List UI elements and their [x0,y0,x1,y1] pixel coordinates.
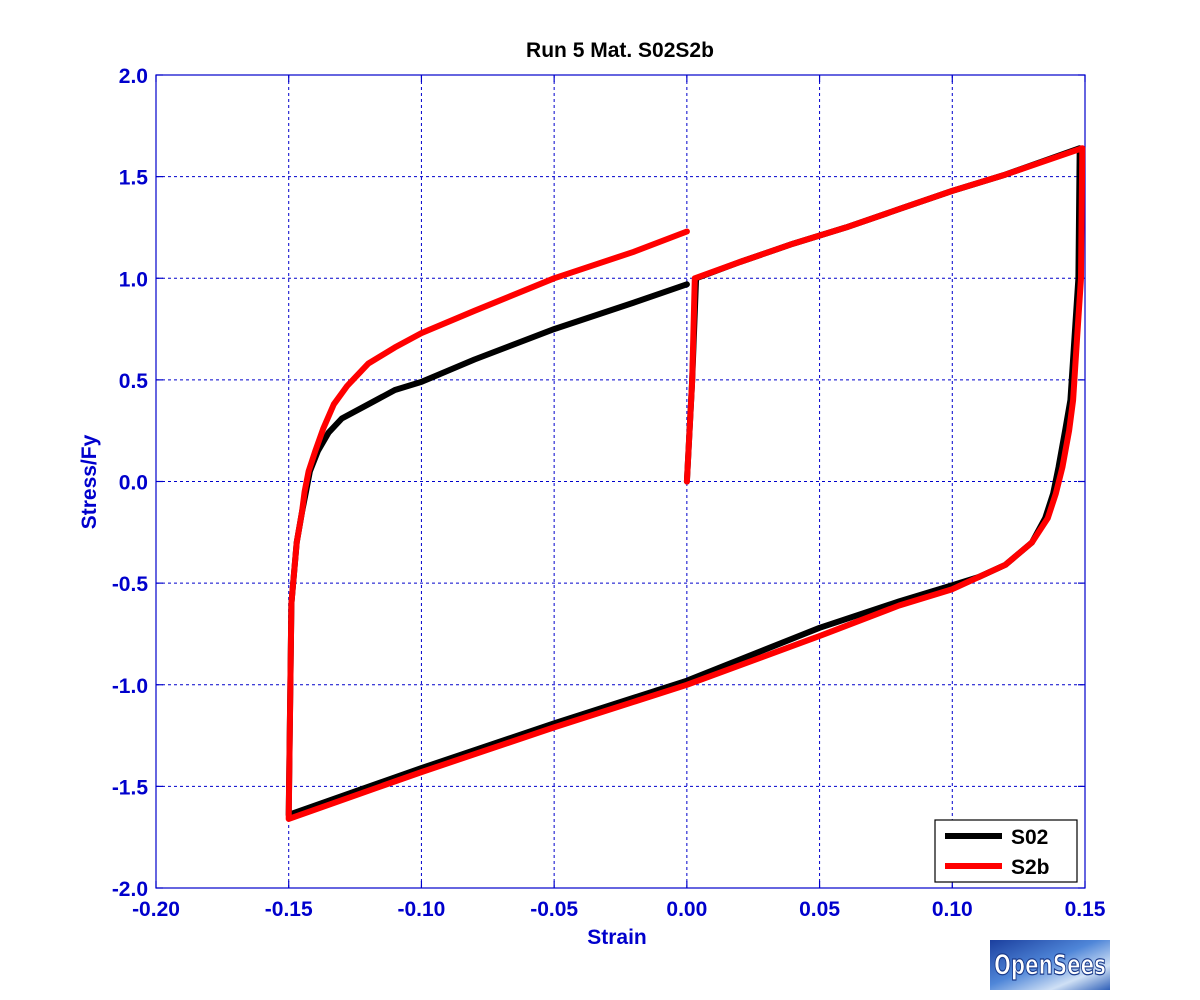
legend: S02 S2b [934,819,1078,883]
x-tick-label: 0.00 [666,898,707,921]
y-tick-label: 2.0 [119,65,148,88]
y-tick-label: -1.5 [112,776,149,799]
x-axis-label: Strain [587,926,647,949]
logo-background [990,940,1110,990]
y-tick-label: 1.5 [119,167,149,190]
x-tick-label: 0.05 [799,898,840,921]
x-tick-label: -0.20 [132,898,180,921]
series-line-s2b [285,145,1086,822]
x-tick-label: -0.05 [530,898,578,921]
axis-ticks: -0.20 -0.15 -0.10 -0.05 0.00 0.05 0.10 0.15 2.0 1… [112,65,1106,921]
y-tick-label: -0.5 [112,573,149,596]
opensees-logo: OpenSees [990,940,1110,990]
y-tick-label: 0.5 [119,370,149,393]
plot-frame [155,74,1086,889]
chart-title: Run 5 Mat. S02S2b [526,39,714,62]
x-tick-label: -0.10 [397,898,445,921]
y-tick-label: 1.0 [119,268,148,291]
y-axis-label: Stress/Fy [78,434,101,529]
y-tick-label: -2.0 [112,878,148,901]
y-tick-label: -1.0 [112,675,148,698]
legend-box [934,819,1078,883]
x-tick-label: -0.15 [265,898,313,921]
y-tick-label: 0.0 [119,472,148,495]
grid [156,75,1085,888]
x-tick-label: 0.15 [1065,898,1106,921]
series-layer [285,145,1086,822]
legend-label-s2b: S2b [1011,856,1050,879]
legend-label-s02: S02 [1011,826,1048,849]
x-tick-label: 0.10 [932,898,973,921]
logo-text: OpenSees [994,948,1106,981]
